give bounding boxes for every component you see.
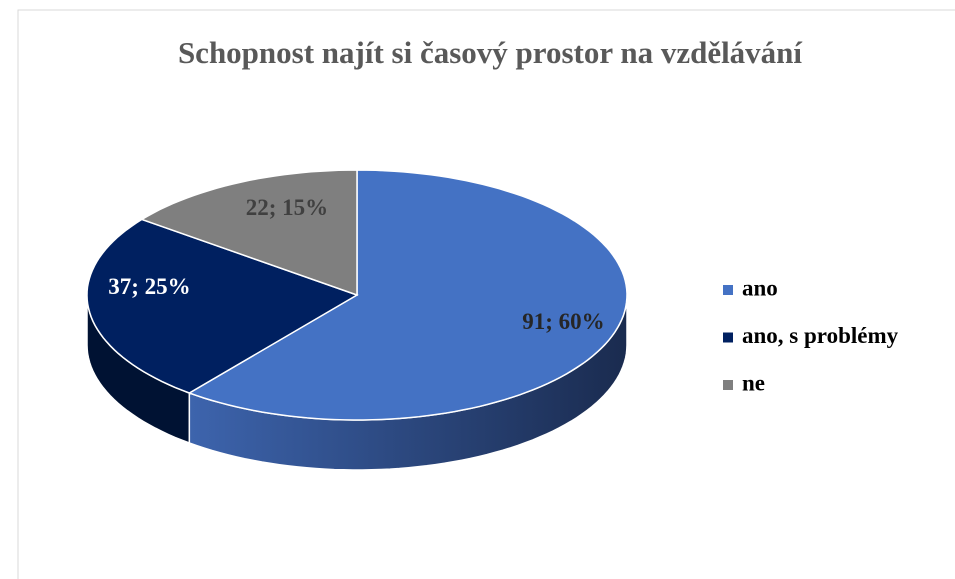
chart-title: Schopnost najít si časový prostor na vzd… [178,35,802,70]
legend-marker [723,380,733,390]
legend-marker [723,332,733,343]
slice [187,169,628,421]
slice [86,218,359,394]
legend-label: ano, s problémy [742,323,899,348]
legend-marker [723,285,733,295]
legend-label: ne [742,370,765,395]
slice [140,169,358,297]
legend: ano ano, s problémy ne [723,275,899,395]
data-label: 22; 15% [246,195,328,220]
data-label: 91; 60% [522,309,604,334]
data-label: 37; 25% [108,274,190,299]
legend-label: ano [742,275,778,300]
pie: 91; 60% 37; 25% 22; 15% [86,169,628,471]
